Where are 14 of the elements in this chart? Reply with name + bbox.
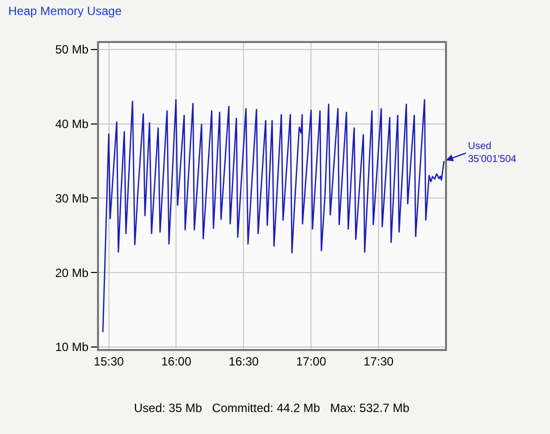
x-tick-label: 17:30 [364,354,394,368]
annotation: Used 35'001'504 [468,141,517,165]
x-tick-label: 16:30 [228,354,260,368]
line-series [102,98,445,333]
x-tick-label: 17:00 [296,354,326,368]
y-tick-label: 30 Mb [55,191,89,206]
y-tick-label: 40 Mb [55,117,89,132]
x-tick-label: 15:30 [94,354,124,368]
x-tick-label: 16:00 [161,354,192,368]
text: Used: 35 Mb Committed: 44.2 Mb Max: 532.7 Mb [134,401,410,415]
y-tick-label: 20 Mb [55,266,89,280]
chart-title: Heap Memory Usage [8,4,122,18]
y-tick-label: 50 Mb [55,42,89,57]
y-tick-label: 10 Mb [55,340,89,354]
